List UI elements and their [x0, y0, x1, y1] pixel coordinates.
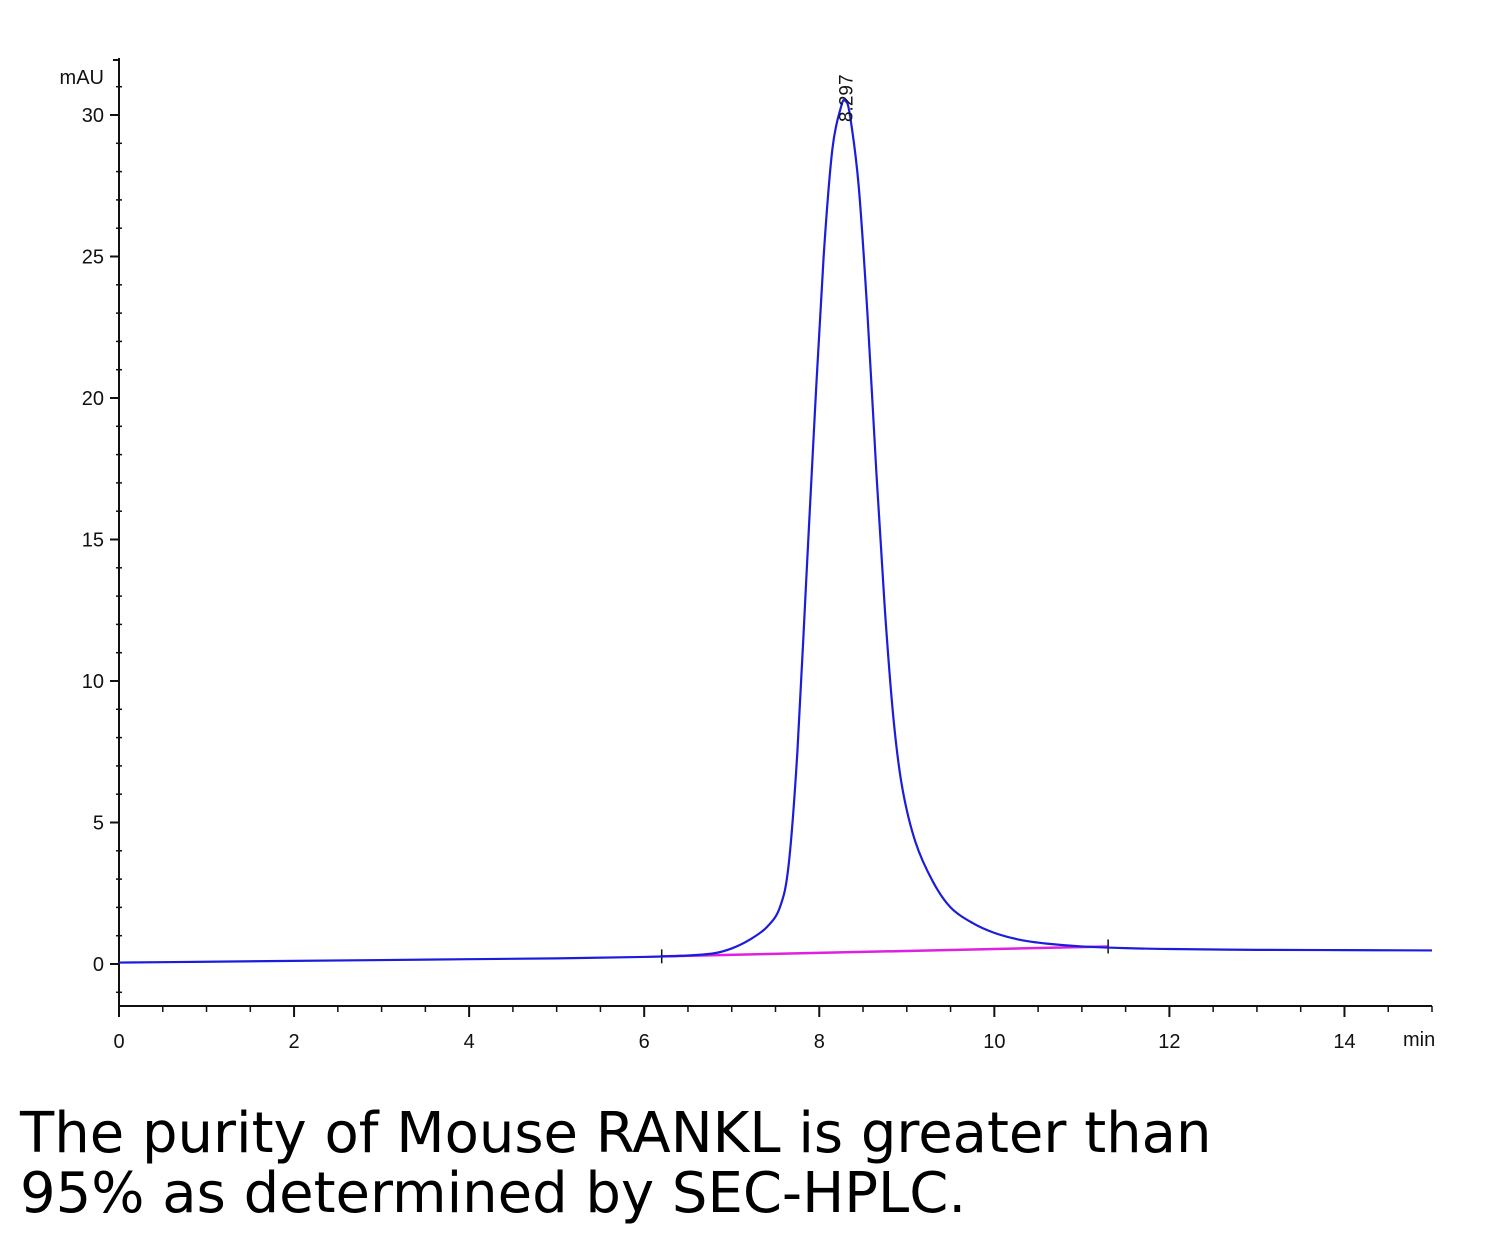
caption-line-2: 95% as determined by SEC-HPLC. [20, 1161, 967, 1226]
y-tick-label: 5 [93, 813, 104, 835]
peak-retention-time-label: 8.297 [836, 74, 857, 122]
chromatogram-chart: 0 5 10 15 20 25 30 0 2 4 6 8 10 12 14 mAU min 8.297 [60, 58, 1435, 1053]
y-minor-ticks [116, 85, 122, 994]
y-axis-unit-label: mAU [60, 67, 104, 89]
x-tick-label: 0 [113, 1031, 124, 1053]
y-tick-label: 25 [82, 247, 104, 269]
caption: The purity of Mouse RANKL is greater tha… [20, 1104, 1420, 1224]
axes [113, 58, 1432, 1007]
x-axis-unit-label: min [1403, 1029, 1435, 1051]
x-tick-label: 12 [1158, 1031, 1180, 1053]
y-tick-label: 20 [82, 388, 104, 410]
x-minor-ticks [162, 1006, 1433, 1012]
x-tick-label: 8 [814, 1031, 825, 1053]
y-major-ticks: 0 5 10 15 20 25 30 [82, 105, 119, 976]
x-tick-label: 4 [464, 1031, 475, 1053]
y-tick-label: 15 [82, 530, 104, 552]
x-tick-label: 10 [983, 1031, 1005, 1053]
y-tick-label: 10 [82, 671, 104, 693]
integration-baseline [661, 945, 1109, 958]
x-major-ticks: 0 2 4 6 8 10 12 14 [113, 1006, 1356, 1053]
x-tick-label: 2 [289, 1031, 300, 1053]
y-tick-label: 0 [93, 954, 104, 976]
y-tick-label: 30 [82, 105, 104, 127]
x-tick-label: 14 [1333, 1031, 1355, 1053]
x-tick-label: 6 [639, 1031, 650, 1053]
caption-line-1: The purity of Mouse RANKL is greater tha… [20, 1101, 1212, 1166]
chromatogram-trace [118, 98, 1433, 964]
